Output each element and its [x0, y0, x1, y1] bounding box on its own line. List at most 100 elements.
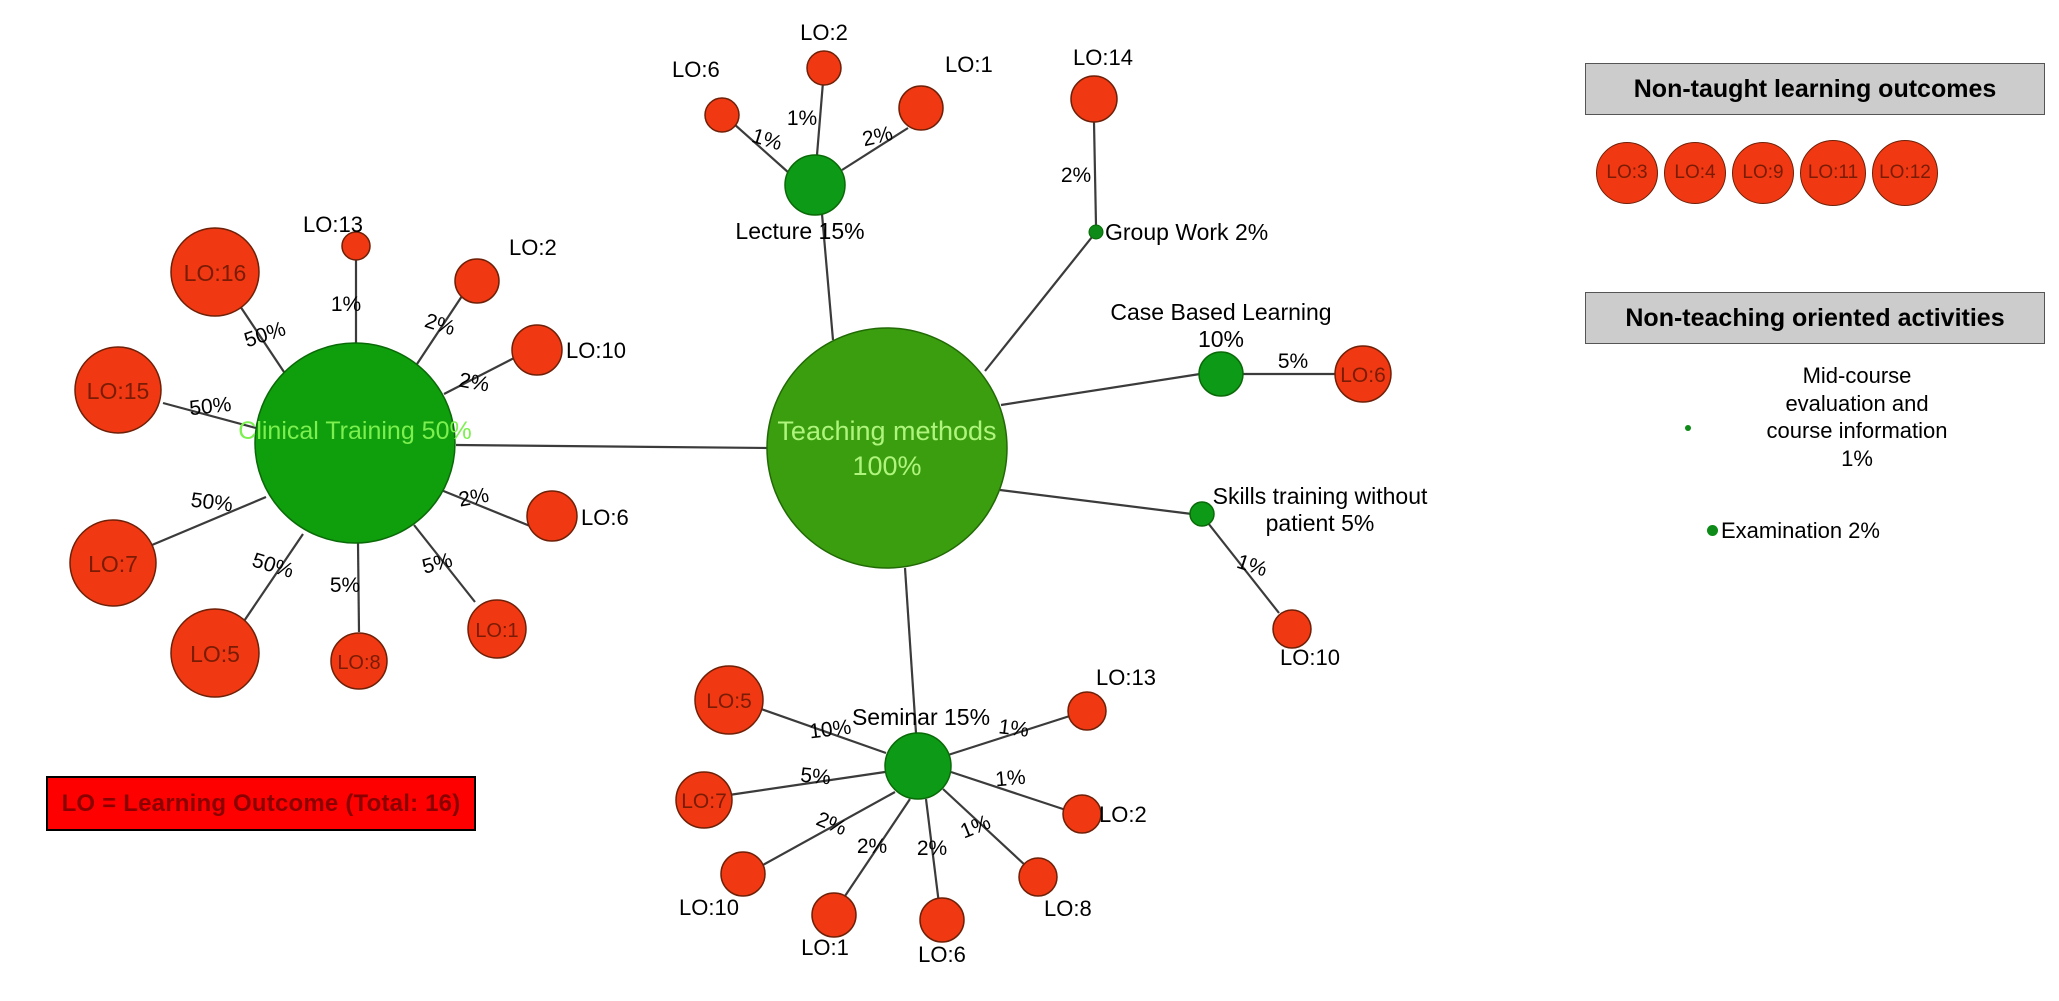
- lo-node-ct-lo13[interactable]: [341, 231, 371, 261]
- lo-node-sem-lo7[interactable]: [675, 771, 733, 829]
- lo-node-ct-lo5[interactable]: [170, 608, 260, 698]
- method-label-skills-l2: patient 5%: [1266, 510, 1375, 536]
- non-taught-lo-3-label: LO:3: [1606, 162, 1648, 183]
- edge-root-seminar: [903, 567, 918, 734]
- edge-sem-lo1: [842, 798, 911, 900]
- lo-node-sk-lo10[interactable]: [1272, 609, 1312, 649]
- method-node-skills-training[interactable]: [1189, 501, 1215, 527]
- method-node-lecture[interactable]: [784, 154, 846, 216]
- lo-node-sem-lo13[interactable]: [1067, 691, 1107, 731]
- lo-node-sem-lo8[interactable]: [1018, 857, 1058, 897]
- weight-ct-lo6: 2%: [457, 484, 491, 512]
- method-label-lecture: Lecture 15%: [735, 218, 864, 244]
- lo-node-ct-lo8[interactable]: [330, 632, 388, 690]
- lo-label-ct-lo5: LO:5: [190, 641, 240, 667]
- lo-node-group-clinical: [69, 227, 578, 698]
- legend-learning-outcome: LO = Learning Outcome (Total: 16): [46, 776, 476, 831]
- edge-ct-lo2: [416, 289, 467, 365]
- method-node-group-work[interactable]: [1088, 224, 1104, 240]
- lo-node-sem-lo6[interactable]: [919, 897, 965, 943]
- lo-node-cb-lo6[interactable]: [1334, 345, 1392, 403]
- edge-ct-lo15: [162, 401, 257, 430]
- non-taught-lo-12[interactable]: LO:12: [1872, 140, 1938, 206]
- edge-ct-lo8: [356, 542, 361, 633]
- lo-label-ct-lo8: LO:8: [337, 652, 380, 674]
- weight-sem-lo13: 1%: [997, 715, 1030, 742]
- weight-lec-lo1: 2%: [860, 122, 895, 151]
- activity-mid-course-line1: Mid-course: [1802, 363, 1912, 388]
- weight-lec-lo2: 1%: [787, 107, 817, 130]
- panel-non-taught-learning-outcomes-header: Non-taught learning outcomes: [1585, 63, 2045, 115]
- non-taught-lo-4[interactable]: LO:4: [1664, 142, 1726, 204]
- activity-examination[interactable]: Examination 2%: [1707, 517, 1880, 545]
- edge-sem-lo5: [760, 707, 887, 755]
- non-taught-lo-11[interactable]: LO:11: [1800, 140, 1866, 206]
- lo-node-ct-lo15[interactable]: [74, 346, 162, 434]
- lo-node-ct-lo1[interactable]: [467, 599, 527, 659]
- lo-label-cb-lo6: LO:6: [1340, 364, 1386, 387]
- lo-node-ct-lo16[interactable]: [170, 227, 260, 317]
- lo-node-gw-lo14[interactable]: [1070, 75, 1118, 123]
- method-label-group-work: Group Work 2%: [1105, 219, 1268, 245]
- edge-ct-lo6: [440, 488, 531, 528]
- non-taught-lo-3[interactable]: LO:3: [1596, 142, 1658, 204]
- lo-node-ct-lo7[interactable]: [69, 519, 157, 607]
- lo-label-sem-lo7: LO:7: [681, 790, 727, 813]
- activity-dot-medium-icon: [1707, 525, 1718, 537]
- method-node-case-based-learning[interactable]: [1198, 351, 1244, 397]
- non-taught-lo-9[interactable]: LO:9: [1732, 142, 1794, 204]
- weight-gw-lo14: 2%: [1061, 164, 1091, 187]
- lo-node-lec-lo6[interactable]: [704, 97, 740, 133]
- activity-mid-course-line2: evaluation and: [1785, 390, 1929, 416]
- method-node-seminar[interactable]: [884, 732, 952, 800]
- lo-label-ct-lo1: LO:1: [475, 620, 518, 642]
- lo-node-lec-lo2[interactable]: [806, 50, 842, 86]
- weight-ct-lo15: 50%: [188, 393, 232, 420]
- lo-outlabel-lec-lo1: LO:1: [945, 52, 993, 77]
- lo-label-ct-lo7: LO:7: [88, 551, 138, 577]
- lo-node-labels-seminar: LO:5 LO:7: [681, 690, 752, 813]
- weight-ct-lo10: 2%: [457, 369, 491, 397]
- edge-group-groupwork: [1092, 121, 1098, 226]
- panel-non-teaching-title: Non-teaching oriented activities: [1625, 303, 2005, 332]
- activity-mid-course-evaluation[interactable]: Mid-course evaluation and course informa…: [1685, 362, 2015, 472]
- lo-node-sem-lo5[interactable]: [694, 665, 764, 735]
- edge-group-clinical: [151, 258, 531, 633]
- lo-node-lec-lo1[interactable]: [898, 85, 944, 131]
- lo-outlabel-lec-lo2: LO:2: [800, 20, 848, 45]
- lo-outlabel-sem-lo8: LO:8: [1044, 896, 1092, 921]
- edge-lec-lo6: [733, 123, 790, 174]
- edge-sem-lo10: [760, 791, 896, 867]
- weight-cb-lo6: 5%: [1278, 350, 1308, 373]
- edge-lec-lo1: [841, 127, 909, 171]
- lo-node-sem-lo2[interactable]: [1062, 794, 1102, 834]
- lo-node-labels-casebased: LO:6: [1340, 364, 1386, 387]
- lo-label-ct-lo16: LO:16: [184, 260, 247, 286]
- lo-node-sem-lo1[interactable]: [811, 892, 857, 938]
- edge-root-skills: [999, 488, 1193, 516]
- lo-outside-labels: LO:13 LO:2 LO:10 LO:6 LO:6 LO:2 LO:1 LO:…: [303, 20, 1340, 967]
- method-label-clinical-training: Clinical Training 50%: [238, 417, 471, 445]
- non-taught-lo-9-label: LO:9: [1742, 162, 1784, 183]
- lo-outlabel-sem-lo6: LO:6: [918, 942, 966, 967]
- weight-sem-lo7: 5%: [799, 764, 831, 790]
- lo-node-ct-lo6[interactable]: [526, 490, 578, 542]
- lo-label-ct-lo15: LO:15: [87, 378, 150, 404]
- lo-node-sem-lo10[interactable]: [720, 851, 766, 897]
- edge-root-lecture: [820, 213, 835, 341]
- weight-lec-lo6: 1%: [749, 124, 785, 155]
- weight-sem-lo2: 1%: [994, 766, 1026, 792]
- method-node-teaching-methods[interactable]: [766, 327, 1008, 569]
- lo-node-ct-lo10[interactable]: [511, 324, 563, 376]
- weight-sem-lo1: 2%: [857, 835, 887, 858]
- edge-gw-lo14: [1092, 121, 1098, 226]
- activity-mid-course-line4: 1%: [1841, 445, 1873, 471]
- method-node-clinical-training[interactable]: [254, 342, 456, 544]
- lo-outlabel-lec-lo6: LO:6: [672, 57, 720, 82]
- weight-ct-lo1: 5%: [420, 549, 455, 579]
- method-node-labels: Teaching methods 100% Clinical Training …: [238, 218, 1428, 730]
- lo-outlabel-sem-lo2: LO:2: [1099, 802, 1147, 827]
- edge-sem-lo13: [947, 712, 1077, 757]
- lo-node-ct-lo2[interactable]: [454, 258, 500, 304]
- edge-root-clinical: [455, 443, 768, 450]
